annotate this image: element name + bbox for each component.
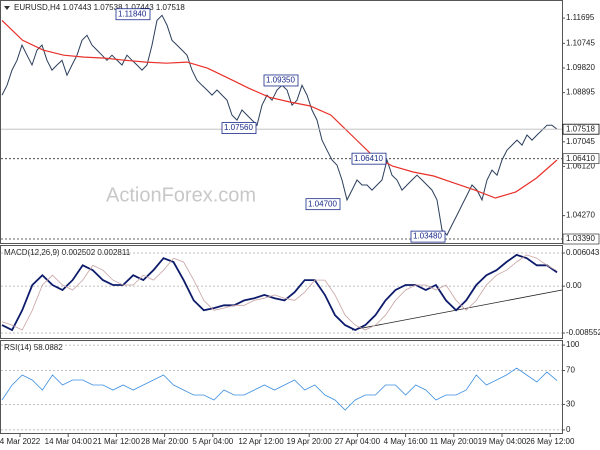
- watermark: ActionForex.com: [106, 184, 256, 206]
- annotation-label: 1.06410: [354, 154, 383, 163]
- series-line: [1, 14, 558, 236]
- x-tick-label: 5 Apr 04:00: [192, 437, 233, 446]
- price-title: EURUSD,H4 1.07443 1.07538 1.07443 1.0751…: [14, 3, 185, 12]
- annotation-box: [115, 8, 151, 21]
- y-tick-label: 1.11695: [566, 13, 595, 22]
- series-line: [1, 253, 558, 332]
- series-line: [1, 254, 558, 331]
- annotation-label: 1.09350: [266, 76, 295, 85]
- y-tick-label: 0: [566, 425, 571, 434]
- annotation-label: 1.04700: [308, 199, 337, 208]
- y-tick-label: 0.00: [566, 281, 582, 290]
- annotation-label: 1.07560: [224, 123, 253, 132]
- level-label: 1.06410: [566, 154, 595, 163]
- x-tick-label: 4 Mar 2022: [0, 437, 41, 446]
- current-price-label: 1.07518: [566, 124, 595, 133]
- annotation-box: [351, 152, 387, 165]
- y-tick-label: 1.07045: [566, 137, 595, 146]
- y-tick-label: 1.09820: [566, 63, 595, 72]
- y-tick-label: -0.008552: [566, 328, 600, 337]
- rsi-panel: [0, 340, 563, 434]
- x-tick-label: 12 Apr 12:00: [238, 437, 284, 446]
- menu-icon: [4, 6, 10, 10]
- y-tick-label: 1.04270: [566, 211, 595, 220]
- price-panel: [0, 0, 563, 244]
- annotation-box: [305, 198, 341, 211]
- series-line: [1, 19, 558, 199]
- macd-title: MACD(12,26,9) 0.002502 0.002811: [4, 248, 131, 257]
- annotation-box: [221, 122, 257, 134]
- y-tick-label: 100: [566, 340, 580, 349]
- macd-panel: [0, 245, 563, 339]
- annotation-label: 1.11840: [118, 9, 147, 18]
- y-tick-label: 1.06120: [566, 162, 595, 171]
- series-line: [1, 367, 558, 411]
- current-price-box: [562, 123, 600, 135]
- x-tick-label: 21 Mar 12:00: [93, 437, 141, 446]
- x-tick-label: 27 Apr 04:00: [335, 437, 381, 446]
- level-label: 1.03390: [566, 234, 595, 243]
- x-tick-label: 11 May 20:00: [430, 437, 478, 446]
- x-tick-label: 14 Mar 04:00: [45, 437, 93, 446]
- level-box: [562, 233, 600, 245]
- x-tick-label: 26 May 12:00: [526, 437, 575, 446]
- annotation-box: [410, 230, 446, 243]
- y-tick-label: 0.006043: [566, 248, 600, 257]
- x-tick-label: 19 Apr 20:00: [287, 437, 333, 446]
- y-tick-label: 70: [566, 366, 575, 375]
- x-tick-label: 19 May 04:00: [478, 437, 527, 446]
- y-tick-label: 1.10745: [566, 38, 595, 47]
- x-tick-label: 4 May 16:00: [384, 437, 429, 446]
- level-box: [562, 153, 600, 165]
- x-tick-label: 28 Mar 20:00: [141, 437, 189, 446]
- y-tick-label: 30: [566, 400, 575, 409]
- annotation-label: 1.03480: [413, 232, 442, 241]
- annotation-box: [263, 74, 299, 87]
- y-tick-label: 1.08895: [566, 88, 595, 97]
- rsi-title: RSI(14) 58.0882: [4, 343, 63, 352]
